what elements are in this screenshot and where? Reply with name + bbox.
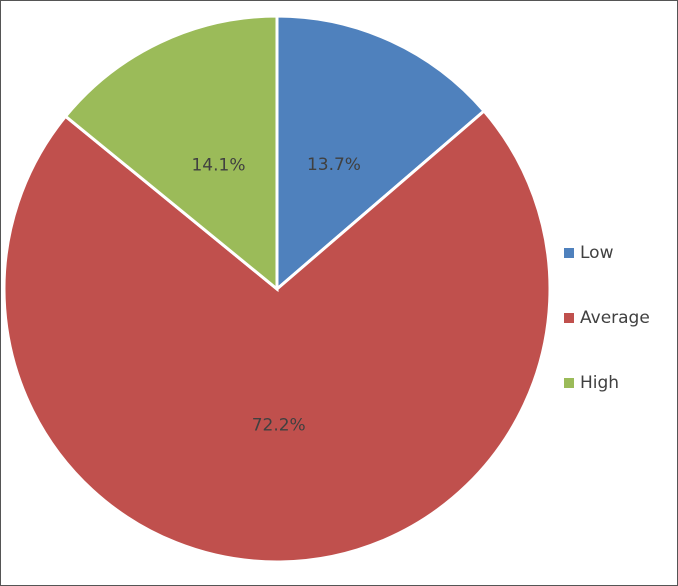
legend-swatch <box>564 248 574 258</box>
legend-label: Low <box>580 243 614 263</box>
legend-swatch <box>564 313 574 323</box>
legend-label: Average <box>580 308 650 328</box>
pie-slice <box>63 14 279 293</box>
legend-label: High <box>580 373 619 393</box>
legend-swatch <box>564 378 574 388</box>
pie-slice <box>2 108 552 564</box>
pie-slice <box>275 14 487 293</box>
data-label: 14.1% <box>191 156 245 176</box>
data-label: 13.7% <box>307 155 361 175</box>
data-label: 72.2% <box>252 415 306 435</box>
